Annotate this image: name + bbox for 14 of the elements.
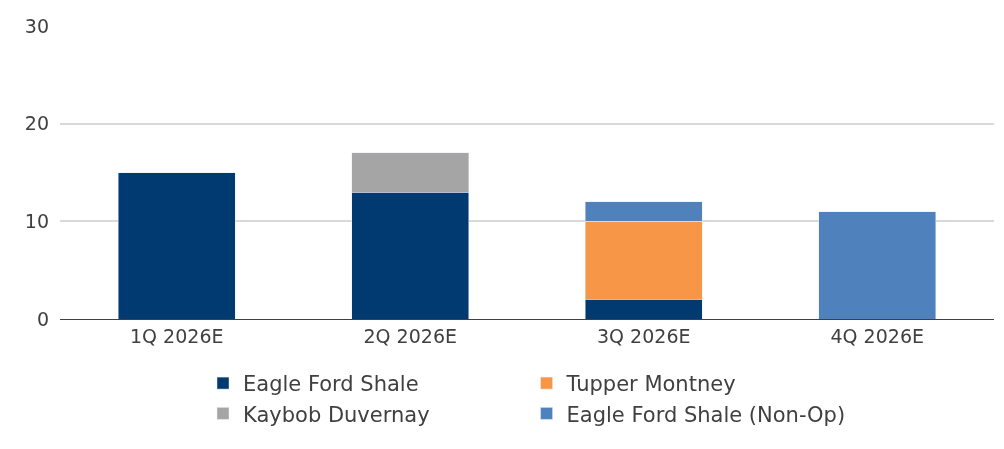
x-tick-label: 1Q 2026E	[130, 324, 224, 347]
x-tick-label: 3Q 2026E	[597, 324, 691, 347]
y-tick-label: 0	[36, 307, 49, 330]
legend-label: Eagle Ford Shale	[243, 372, 419, 397]
bar	[118, 172, 236, 319]
x-tick-label: 2Q 2026E	[363, 324, 457, 347]
legend-label: Kaybob Duvernay	[243, 402, 430, 427]
y-tick-label: 10	[24, 209, 49, 232]
y-tick-label: 30	[24, 14, 49, 37]
legend-label: Eagle Ford Shale (Non-Op)	[566, 402, 846, 427]
x-tick-label: 4Q 2026E	[830, 324, 924, 347]
y-tick-label: 20	[24, 112, 49, 135]
legend-label: Tupper Montney	[565, 372, 736, 397]
bar	[818, 211, 936, 319]
